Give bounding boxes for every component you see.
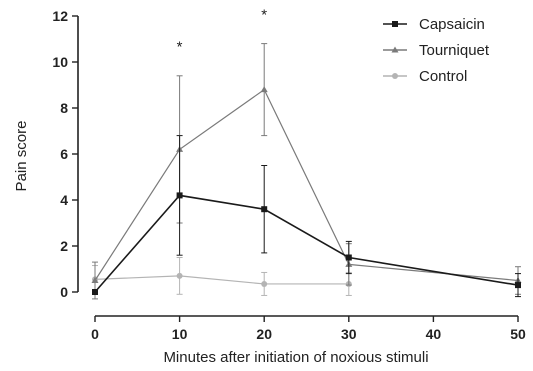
series-line <box>94 275 349 285</box>
data-point <box>345 254 352 261</box>
legend-item-capsaicin: Capsaicin <box>383 16 485 33</box>
series-capsaicin <box>92 135 521 298</box>
data-point <box>92 289 98 295</box>
legend: Capsaicin Tourniquet Control <box>383 16 490 85</box>
y-axis-label: Pain score <box>13 121 30 192</box>
annotation-layer: ** <box>177 6 268 55</box>
series-layer <box>91 43 522 300</box>
legend-item-control: Control <box>383 68 467 85</box>
x-tick-label: 10 <box>172 326 188 342</box>
y-tick-label: 2 <box>60 238 68 254</box>
x-tick-label: 50 <box>510 326 526 342</box>
data-point <box>515 282 521 289</box>
x-tick-label: 30 <box>341 326 357 342</box>
significance-marker: * <box>177 39 183 56</box>
data-point <box>261 280 268 287</box>
y-tick-label: 0 <box>60 284 68 300</box>
data-point <box>176 272 183 279</box>
y-tick-label: 4 <box>60 192 68 208</box>
legend-label: Control <box>419 68 467 85</box>
series-line <box>94 88 519 282</box>
x-axis-label: Minutes after initiation of noxious stim… <box>163 349 428 366</box>
legend-marker <box>392 73 398 79</box>
legend-label: Tourniquet <box>419 42 490 59</box>
legend-marker <box>392 21 398 27</box>
y-tick-label: 8 <box>60 100 68 116</box>
y-tick-label: 6 <box>60 146 68 162</box>
y-tick-label: 12 <box>52 8 68 24</box>
x-tick-label: 0 <box>91 326 99 342</box>
y-tick-label: 10 <box>52 54 68 70</box>
x-tick-label: 40 <box>426 326 442 342</box>
legend-item-tourniquet: Tourniquet <box>383 42 490 59</box>
series-control <box>92 257 352 296</box>
data-point <box>260 86 268 93</box>
series-line <box>94 194 519 293</box>
data-point <box>176 192 183 199</box>
significance-marker: * <box>261 6 267 23</box>
legend-marker <box>391 46 399 53</box>
axes: 0 10 20 30 40 50 0 2 4 6 8 10 12 <box>52 8 526 342</box>
data-point <box>261 206 268 213</box>
x-tick-label: 20 <box>256 326 272 342</box>
legend-label: Capsaicin <box>419 16 485 33</box>
data-point <box>91 277 99 283</box>
